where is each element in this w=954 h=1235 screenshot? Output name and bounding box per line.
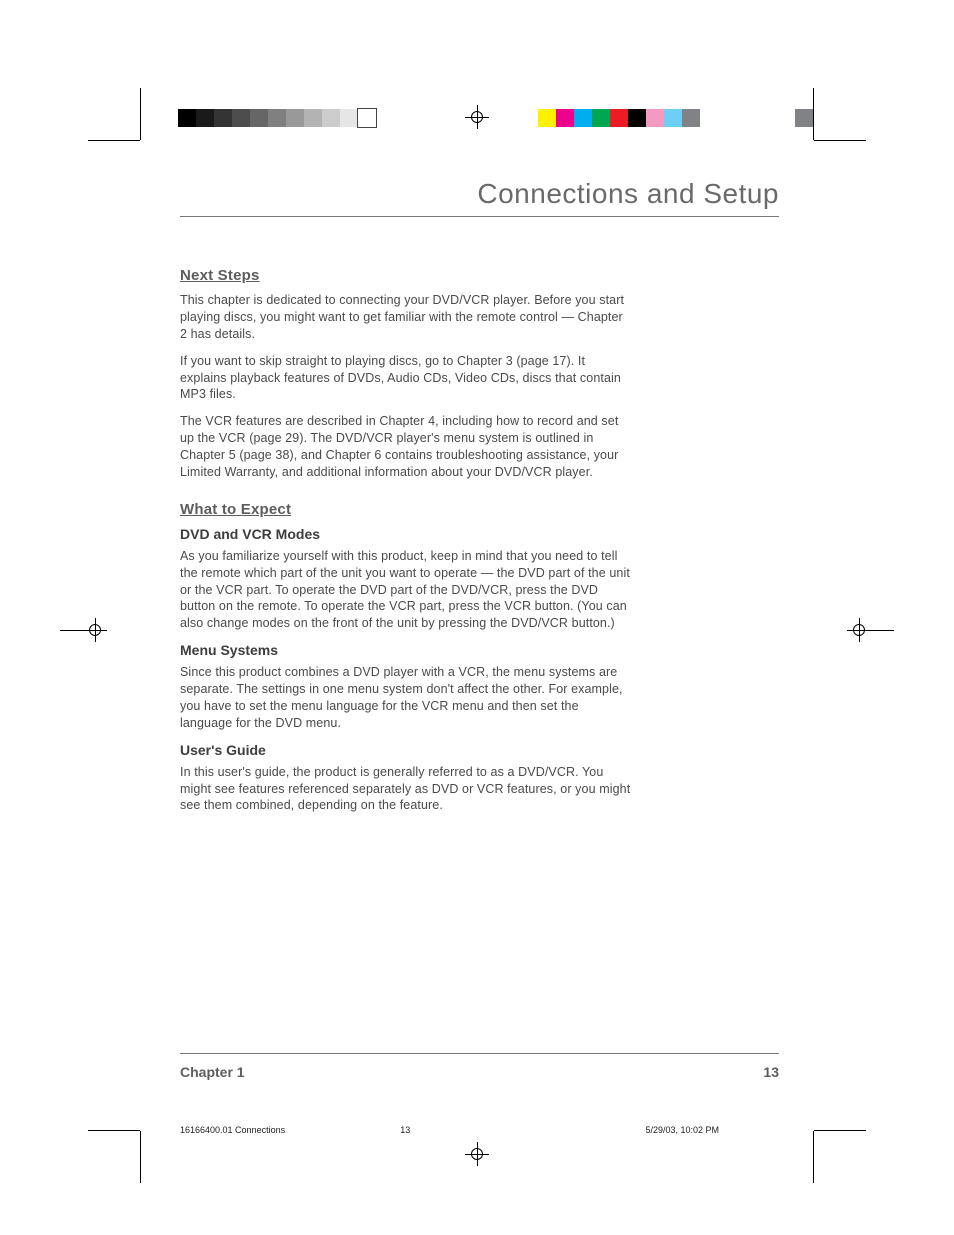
crop-mark — [814, 1130, 866, 1131]
paragraph: In this user's guide, the product is gen… — [180, 764, 631, 815]
crop-mark — [88, 140, 140, 141]
page-title: Connections and Setup — [477, 178, 779, 209]
title-row: Connections and Setup — [180, 178, 779, 217]
subsection-heading: DVD and VCR Modes — [180, 526, 631, 542]
process-color-bar — [538, 109, 700, 127]
color-swatch — [795, 109, 813, 127]
crop-mark — [813, 1131, 814, 1183]
section-heading: Next Steps — [180, 267, 631, 284]
color-swatch — [268, 109, 286, 127]
section-next-steps: Next Steps This chapter is dedicated to … — [180, 267, 631, 481]
page-number: 13 — [763, 1064, 779, 1080]
section-heading: What to Expect — [180, 501, 631, 518]
crop-mark — [88, 1130, 140, 1131]
registration-mark-icon — [850, 621, 868, 639]
color-swatch — [682, 109, 700, 127]
registration-mark-icon — [468, 1145, 486, 1163]
registration-mark-icon — [468, 108, 486, 126]
page-footer: Chapter 1 13 — [180, 1053, 779, 1080]
section-what-to-expect: What to Expect DVD and VCR Modes As you … — [180, 501, 631, 815]
color-swatch — [628, 109, 646, 127]
color-swatch — [250, 109, 268, 127]
body-column: Next Steps This chapter is dedicated to … — [180, 267, 779, 814]
color-swatch — [646, 109, 664, 127]
color-swatch — [214, 109, 232, 127]
crop-mark — [140, 88, 141, 140]
crop-mark — [814, 140, 866, 141]
crop-mark — [813, 88, 814, 140]
color-swatch — [538, 109, 556, 127]
color-swatch — [574, 109, 592, 127]
color-swatch — [592, 109, 610, 127]
registration-mark-icon — [86, 621, 104, 639]
color-swatch — [232, 109, 250, 127]
color-swatch — [556, 109, 574, 127]
color-swatch — [358, 109, 376, 127]
chapter-label: Chapter 1 — [180, 1064, 245, 1080]
subsection-heading: User's Guide — [180, 742, 631, 758]
subsection-heading: Menu Systems — [180, 642, 631, 658]
color-swatch — [610, 109, 628, 127]
color-swatch — [286, 109, 304, 127]
color-swatch — [322, 109, 340, 127]
meta-timestamp: 5/29/03, 10:02 PM — [645, 1125, 719, 1135]
paragraph: As you familiarize yourself with this pr… — [180, 548, 631, 632]
crop-mark — [140, 1131, 141, 1183]
color-swatch — [340, 109, 358, 127]
print-page: Connections and Setup Next Steps This ch… — [0, 0, 954, 1235]
color-swatch — [178, 109, 196, 127]
paragraph: Since this product combines a DVD player… — [180, 664, 631, 732]
color-swatch — [304, 109, 322, 127]
paragraph: If you want to skip straight to playing … — [180, 353, 631, 404]
paragraph: The VCR features are described in Chapte… — [180, 413, 631, 481]
grayscale-color-bar — [178, 109, 376, 127]
printer-meta-line: 16166400.01 Connections 13 5/29/03, 10:0… — [180, 1125, 779, 1135]
meta-page: 13 — [165, 1125, 645, 1135]
page-content: Connections and Setup Next Steps This ch… — [180, 178, 779, 1080]
color-swatch — [664, 109, 682, 127]
color-swatch — [196, 109, 214, 127]
paragraph: This chapter is dedicated to connecting … — [180, 292, 631, 343]
